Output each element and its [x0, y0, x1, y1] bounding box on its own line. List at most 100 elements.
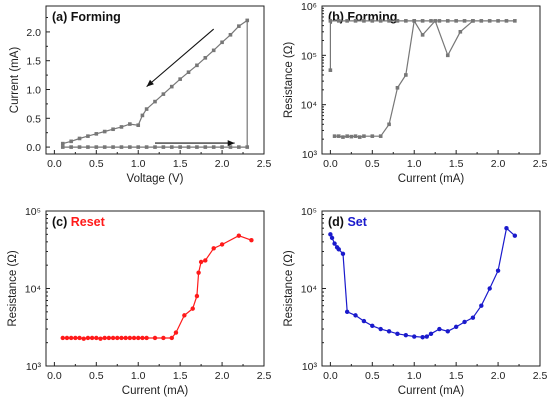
x-tick-label: 1.5: [449, 158, 464, 170]
data-point: [190, 306, 195, 311]
data-point: [140, 335, 145, 341]
panel-title-highlight: Set: [347, 215, 367, 229]
data-point: [249, 237, 254, 243]
y-tick-label: 1.5: [26, 56, 41, 68]
y-axis-title: Resistance (Ω): [7, 250, 19, 327]
data-point: [203, 145, 208, 149]
data-point: [487, 19, 492, 23]
plot-frame: [321, 5, 541, 155]
x-tick-label: 2.0: [491, 370, 506, 382]
chart-panel-b: 0.0 0.5 1.0 1.5 2.0 2.5 10³ 10⁴ 10⁵ 10⁶ Current (m…: [283, 1, 547, 185]
data-point: [370, 323, 375, 329]
data-point: [470, 315, 476, 320]
data-point: [336, 134, 341, 138]
data-point: [198, 259, 204, 265]
data-point: [245, 145, 250, 149]
x-tick-label: 2.0: [215, 370, 230, 382]
data-point: [453, 324, 459, 330]
x-tick-label: 2.0: [215, 158, 230, 170]
data-point: [370, 19, 375, 23]
data-point: [424, 334, 430, 339]
data-point: [245, 18, 250, 23]
panel-title-highlight: Reset: [71, 215, 106, 229]
data-point: [404, 73, 408, 77]
data-point: [420, 19, 425, 23]
data-point: [144, 145, 149, 149]
data-point: [182, 313, 187, 318]
data-point: [454, 19, 458, 23]
data-point: [387, 19, 391, 23]
data-point: [219, 242, 225, 247]
series-line: [329, 20, 515, 71]
panel-title-label: (d): [328, 215, 347, 229]
data-point: [119, 125, 124, 129]
data-point: [178, 77, 182, 81]
data-point: [353, 134, 358, 138]
x-tick-label: 1.0: [407, 370, 422, 382]
data-point: [111, 145, 115, 149]
x-tick-label: 2.0: [491, 158, 506, 170]
data-point: [341, 135, 345, 139]
data-point: [136, 335, 141, 341]
x-tick-label: 1.5: [173, 370, 188, 382]
data-point: [169, 145, 174, 149]
data-point: [437, 326, 442, 332]
x-tick-label: 1.0: [131, 158, 146, 170]
data-point: [110, 335, 116, 341]
series-line: [62, 235, 252, 340]
data-point: [387, 122, 391, 127]
data-point: [370, 134, 375, 138]
data-point: [228, 145, 233, 149]
x-axis-title: Current (mA): [398, 173, 465, 185]
data-point: [395, 19, 400, 23]
data-point: [458, 29, 463, 34]
data-point: [345, 19, 349, 23]
data-point: [395, 331, 400, 337]
data-point: [73, 335, 78, 341]
data-point: [69, 139, 73, 144]
x-axis-title: Current (mA): [122, 385, 189, 397]
data-point: [186, 145, 191, 149]
y-tick-label: 10⁵: [301, 50, 317, 62]
data-point: [169, 84, 174, 89]
data-point: [344, 309, 350, 315]
panel-title: (d) Set: [328, 215, 368, 229]
y-tick-label: 10⁶: [301, 1, 317, 13]
data-point: [211, 145, 216, 149]
series-line: [62, 19, 248, 148]
data-point: [140, 113, 145, 118]
x-tick-label: 0.5: [89, 370, 104, 382]
data-point: [194, 293, 200, 299]
data-point: [94, 145, 99, 149]
data-point: [332, 241, 337, 246]
x-axis-title: Voltage (V): [127, 173, 184, 185]
data-point: [361, 318, 367, 324]
chart-panel-c: 0.0 0.5 1.0 1.5 2.0 2.5 10³ 10⁴ 10⁵ Current (mA) R…: [7, 206, 271, 397]
y-axis-title: Current (mA): [9, 47, 21, 114]
data-point: [211, 246, 216, 251]
data-point: [161, 145, 166, 149]
x-tick-label: 0.5: [89, 158, 104, 170]
data-point: [336, 19, 341, 23]
data-point: [420, 33, 425, 37]
x-tick-label: 2.5: [533, 158, 548, 170]
data-point: [144, 335, 149, 341]
data-point: [513, 19, 517, 23]
data-point: [404, 19, 408, 23]
chart-panel-d: 0.0 0.5 1.0 1.5 2.0 2.5 10³ 10⁴ 10⁵ Current (mA) R…: [283, 206, 547, 397]
data-point: [479, 303, 484, 308]
data-point: [195, 145, 199, 149]
y-tick-label: 2.0: [26, 27, 41, 39]
data-point: [86, 145, 90, 149]
data-point: [85, 335, 91, 341]
y-tick-label: 0.0: [26, 142, 41, 154]
panel-title: (c) Reset: [52, 215, 106, 229]
data-point: [111, 127, 115, 132]
data-point: [89, 335, 95, 341]
data-point: [345, 134, 349, 138]
data-point: [152, 335, 158, 341]
data-point: [220, 40, 224, 45]
data-point: [77, 335, 82, 341]
y-tick-label: 10⁴: [25, 284, 41, 296]
